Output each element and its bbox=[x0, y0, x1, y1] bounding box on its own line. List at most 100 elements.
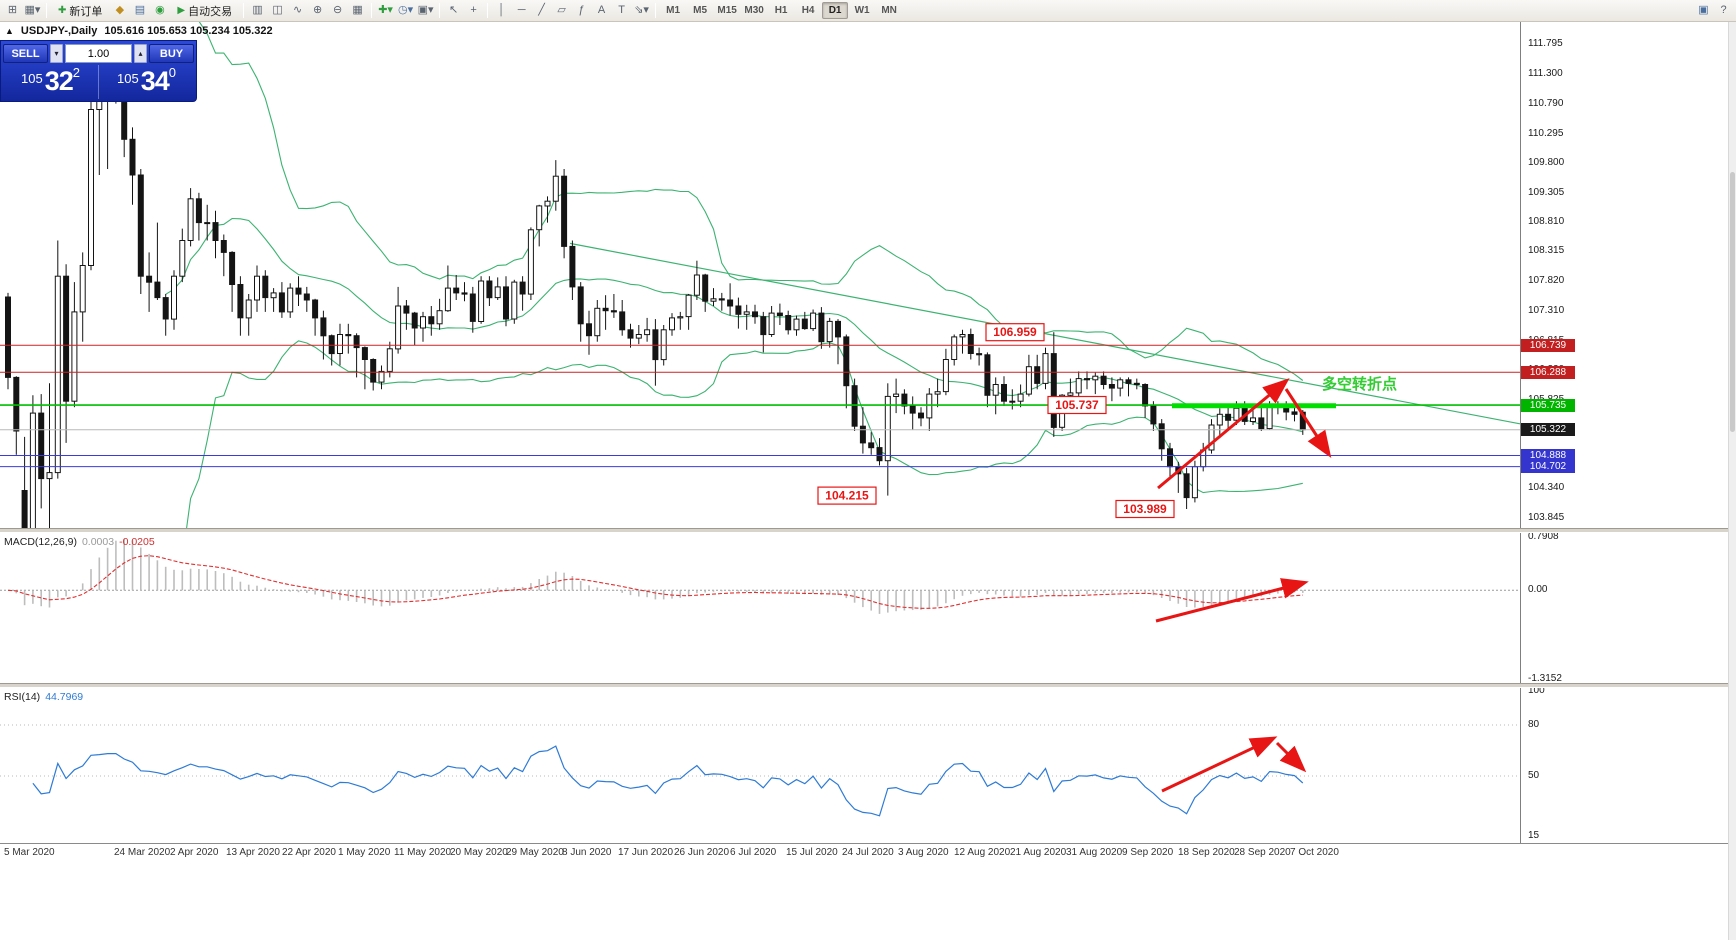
help-icon[interactable]: ? bbox=[1720, 3, 1727, 16]
candle bbox=[337, 334, 343, 354]
candle bbox=[1092, 375, 1099, 381]
fibonacci-icon[interactable]: ƒ bbox=[578, 3, 585, 16]
candle bbox=[262, 275, 269, 299]
candle bbox=[1150, 405, 1157, 425]
indicators-icon[interactable]: ✚▾ bbox=[378, 3, 393, 16]
candle bbox=[1291, 411, 1298, 415]
trend-arrow bbox=[1161, 736, 1278, 793]
buy-price-prefix: 105 bbox=[117, 71, 139, 86]
tile-windows-icon[interactable]: ▦ bbox=[352, 3, 363, 16]
candle bbox=[735, 305, 742, 315]
navigator-icon[interactable]: ◉ bbox=[155, 3, 165, 16]
callout-box bbox=[1115, 499, 1175, 519]
zoom-out-icon[interactable]: ⊖ bbox=[332, 3, 343, 16]
candle bbox=[702, 274, 709, 302]
date-label: 18 Sep 2020 bbox=[1178, 847, 1235, 858]
templates-icon[interactable]: ▣▾ bbox=[417, 3, 434, 16]
cursor-icon[interactable]: ↖ bbox=[448, 3, 459, 16]
auto-trading-button[interactable]: ▶ 自动交易 bbox=[170, 2, 239, 20]
text-icon[interactable]: A bbox=[597, 3, 606, 16]
trendline-icon[interactable]: ╱ bbox=[538, 3, 545, 16]
bollinger-lower-band bbox=[186, 340, 1303, 528]
date-axis[interactable]: 5 Mar 2020 24 Mar 2020 2 Apr 2020 13 Apr 20… bbox=[0, 843, 1736, 863]
profiles-icon[interactable]: ▦▾ bbox=[24, 3, 41, 16]
zoom-in-icon[interactable]: ⊕ bbox=[312, 3, 323, 16]
trend-arrow bbox=[1155, 578, 1309, 623]
macd-indicator-panel[interactable] bbox=[0, 533, 1520, 683]
data-window-icon[interactable]: ▤ bbox=[134, 3, 146, 16]
one-click-collapse-arrow[interactable]: ▲ bbox=[5, 26, 14, 36]
price-tick: 103.845 bbox=[1528, 511, 1565, 523]
panel-divider[interactable] bbox=[0, 683, 1736, 688]
buy-price-main: 34 bbox=[140, 66, 170, 96]
line-chart-icon[interactable]: ∿ bbox=[292, 3, 303, 16]
candle bbox=[453, 287, 460, 294]
callout-label: 104.215 bbox=[825, 489, 869, 503]
candle bbox=[1167, 448, 1173, 468]
date-label: 8 Jun 2020 bbox=[562, 847, 612, 858]
timeframe-d1-button[interactable]: D1 bbox=[822, 2, 849, 19]
candle bbox=[710, 298, 717, 302]
candle bbox=[660, 329, 667, 361]
market-watch-icon[interactable]: ◆ bbox=[115, 3, 125, 16]
candle bbox=[287, 287, 294, 313]
date-label: 11 May 2020 bbox=[394, 847, 452, 858]
price-label-box: 104.888 bbox=[1521, 448, 1575, 462]
volume-increase-button[interactable]: ▴ bbox=[134, 44, 147, 63]
timeframe-h4-button[interactable]: H4 bbox=[795, 2, 821, 19]
timeframe-h1-button[interactable]: H1 bbox=[768, 2, 794, 19]
new-chart-icon[interactable]: ⊞ bbox=[7, 3, 18, 16]
candle bbox=[129, 138, 136, 176]
candle bbox=[386, 348, 393, 372]
horizontal-line-icon[interactable]: ─ bbox=[517, 3, 526, 16]
descending-trendline[interactable] bbox=[569, 242, 1520, 425]
vertical-scrollbar[interactable] bbox=[1728, 22, 1736, 940]
periods-icon[interactable]: ◷▾ bbox=[398, 3, 414, 16]
sell-price[interactable]: 105322 bbox=[3, 65, 99, 99]
candle bbox=[519, 281, 526, 295]
timeframe-mn-button[interactable]: MN bbox=[876, 2, 902, 19]
crosshair-icon[interactable]: + bbox=[470, 3, 477, 16]
candle bbox=[328, 335, 335, 355]
buy-price[interactable]: 105340 bbox=[99, 65, 194, 99]
rsi-tick: 15 bbox=[1528, 829, 1540, 841]
timeframe-m1-button[interactable]: M1 bbox=[660, 2, 686, 19]
rsi-value: 44.7969 bbox=[45, 691, 84, 703]
macd-label: MACD(12,26,9) 0.0003 -0.0205 bbox=[4, 536, 155, 548]
new-order-button[interactable]: ✚ 新订单 bbox=[51, 2, 109, 20]
price-label-box: 105.322 bbox=[1521, 423, 1575, 437]
timeframe-w1-button[interactable]: W1 bbox=[849, 2, 875, 19]
bar-chart-icon[interactable]: ▥ bbox=[252, 3, 263, 16]
macd-tick: 0.7908 bbox=[1528, 531, 1559, 542]
candle bbox=[1183, 473, 1190, 499]
vertical-line-icon[interactable]: │ bbox=[498, 3, 506, 16]
volume-input[interactable] bbox=[65, 44, 132, 63]
candle bbox=[38, 412, 45, 480]
candle bbox=[13, 376, 20, 432]
candle bbox=[826, 320, 833, 343]
candle bbox=[229, 251, 236, 285]
price-tick: 107.820 bbox=[1528, 274, 1565, 286]
candlestick-chart-icon[interactable]: ◫ bbox=[272, 3, 283, 16]
rsi-indicator-panel[interactable] bbox=[0, 688, 1520, 843]
arrows-icon[interactable]: ⇘▾ bbox=[634, 3, 649, 16]
label-icon[interactable]: T bbox=[618, 3, 625, 16]
candle bbox=[868, 442, 875, 449]
candle bbox=[469, 293, 476, 322]
channel-icon[interactable]: ▱ bbox=[557, 3, 566, 16]
volume-decrease-button[interactable]: ▾ bbox=[50, 44, 63, 63]
candle bbox=[204, 222, 211, 225]
sell-button[interactable]: SELL bbox=[3, 44, 48, 63]
scrollbar-thumb[interactable] bbox=[1730, 172, 1735, 432]
timeframe-m15-button[interactable]: M15 bbox=[714, 2, 740, 19]
timeframe-m5-button[interactable]: M5 bbox=[687, 2, 713, 19]
main-price-chart[interactable]: 106.959 105.737 104.215 103.989 多空转折点 bbox=[0, 22, 1520, 528]
price-axis[interactable]: 111.795 111.300 110.790 110.295 109.800 109.3… bbox=[1520, 0, 1728, 940]
date-label: 13 Apr 2020 bbox=[226, 847, 280, 858]
panel-divider[interactable] bbox=[0, 528, 1736, 533]
candle bbox=[561, 175, 568, 247]
timeframe-m30-button[interactable]: M30 bbox=[741, 2, 767, 19]
buy-button[interactable]: BUY bbox=[149, 44, 194, 63]
dock-icon[interactable]: ▣ bbox=[1698, 3, 1709, 16]
candle bbox=[876, 447, 883, 462]
